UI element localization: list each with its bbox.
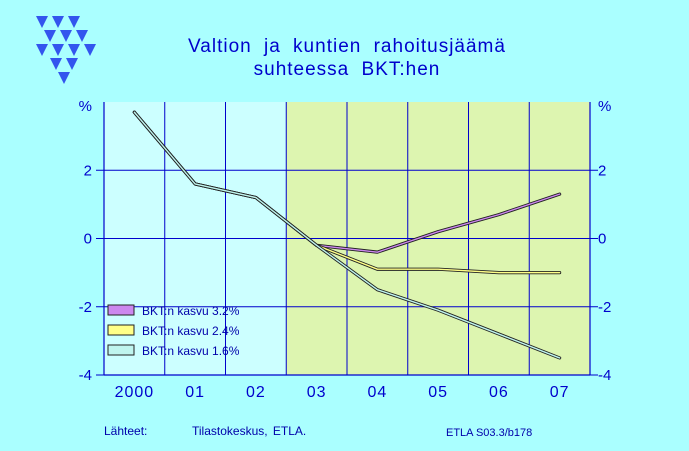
y-axis-unit-right: % <box>598 98 611 115</box>
chart-code: ETLA S03.3/b178 <box>446 427 533 439</box>
legend-swatch <box>107 324 135 336</box>
source-text: Tilastokeskus, ETLA. <box>192 424 307 438</box>
axes: -4 -4-2 -20 02 2% %2000 01 02 03 04 05 06 07 <box>79 98 612 401</box>
chart-title-line1: Valtion ja kuntien rahoitusjäämä <box>188 36 506 57</box>
x-tick-label: 02 <box>246 384 266 401</box>
x-tick-label: 2000 <box>115 384 155 401</box>
chart-title-line2: suhteessa BKT:hen <box>253 59 441 80</box>
legend-label: BKT:n kasvu 3.2% <box>142 304 240 318</box>
legend-swatch <box>107 304 135 316</box>
x-tick-label: 07 <box>550 384 570 401</box>
series-line <box>133 111 561 359</box>
legend-label: BKT:n kasvu 2.4% <box>142 324 240 338</box>
legend: BKT:n kasvu 3.2% BKT:n kasvu 2.4% BKT:n ka… <box>107 304 240 358</box>
legend-label: BKT:n kasvu 1.6% <box>142 344 240 358</box>
y-tick-label-left: -4 <box>79 367 92 384</box>
x-tick-label: 03 <box>307 384 327 401</box>
y-tick-label-right: 0 <box>598 231 606 248</box>
y-axis-unit-left: % <box>79 98 92 115</box>
grid-lines <box>104 102 590 375</box>
y-tick-label-right: -2 <box>598 299 611 316</box>
x-tick-label: 05 <box>428 384 448 401</box>
series-lines <box>132 110 562 360</box>
x-tick-label: 04 <box>367 384 387 401</box>
y-tick-label-left: 2 <box>84 162 92 179</box>
x-tick-label: 01 <box>185 384 205 401</box>
y-tick-label-left: 0 <box>84 231 92 248</box>
y-tick-label-right: 2 <box>598 162 606 179</box>
x-tick-label: 06 <box>489 384 509 401</box>
etla-logo-icon <box>36 16 96 84</box>
legend-swatch <box>107 344 135 356</box>
source-label: Lähteet: <box>104 424 148 438</box>
y-tick-label-right: -4 <box>598 367 611 384</box>
y-tick-label-left: -2 <box>79 299 92 316</box>
